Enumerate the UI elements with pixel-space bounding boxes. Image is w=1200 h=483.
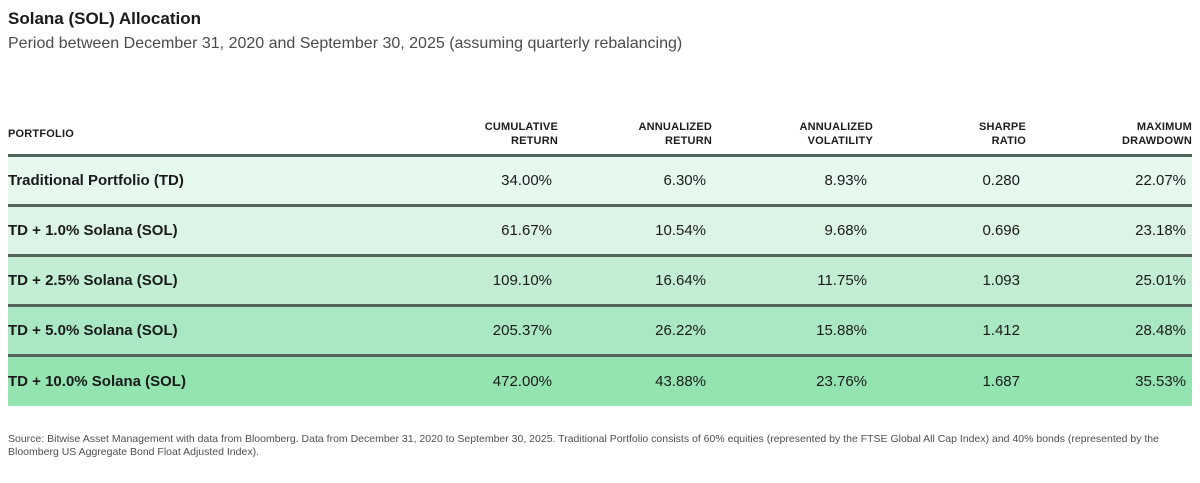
sharpe-ratio-cell: 0.280 [982,172,1020,189]
page-subtitle: Period between December 31, 2020 and Sep… [8,35,683,52]
annualized-volatility-cell: 8.93% [824,172,867,189]
table-header-row: PORTFOLIO CUMULATIVE RETURN ANNUALIZED R… [8,110,1192,156]
column-header-portfolio: PORTFOLIO [8,128,74,140]
annualized-volatility-cell: 11.75% [817,272,867,289]
portfolio-cell: TD + 5.0% Solana (SOL) [8,322,178,339]
page: Solana (SOL) Allocation Period between D… [8,9,1192,459]
table-header: PORTFOLIO CUMULATIVE RETURN ANNUALIZED R… [8,110,1192,156]
page-title: Solana (SOL) Allocation [8,9,201,28]
maximum-drawdown-cell: 23.18% [1135,222,1186,239]
cumulative-return-cell: 109.10% [492,272,552,289]
sharpe-ratio-cell: 1.093 [982,272,1020,289]
annualized-return-cell: 43.88% [655,372,706,390]
annualized-volatility-cell: 9.68% [824,222,867,239]
maximum-drawdown-cell: 35.53% [1135,372,1186,390]
sharpe-ratio-cell: 1.687 [982,372,1020,390]
table-row: TD + 5.0% Solana (SOL) 205.37% 26.22% 15… [8,305,1192,356]
table-row: Traditional Portfolio (TD) 34.00% 6.30% … [8,155,1192,206]
cumulative-return-cell: 34.00% [501,172,552,189]
column-header-cumulative-return: CUMULATIVE RETURN [484,121,558,147]
allocation-table: PORTFOLIO CUMULATIVE RETURN ANNUALIZED R… [8,110,1192,406]
annualized-return-cell: 26.22% [655,322,706,339]
table-row: TD + 1.0% Solana (SOL) 61.67% 10.54% 9.6… [8,205,1192,256]
maximum-drawdown-cell: 28.48% [1135,322,1186,339]
portfolio-cell: TD + 10.0% Solana (SOL) [8,372,186,390]
annualized-volatility-cell: 15.88% [816,322,867,339]
annualized-return-cell: 16.64% [655,272,706,289]
column-header-annualized-volatility: ANNUALIZED VOLATILITY [799,121,873,147]
table-body: Traditional Portfolio (TD) 34.00% 6.30% … [8,155,1192,406]
column-header-maximum-drawdown: MAXIMUM DRAWDOWN [1121,121,1192,147]
annualized-volatility-cell: 23.76% [816,372,867,390]
cumulative-return-cell: 472.00% [492,372,552,390]
table-row: TD + 10.0% Solana (SOL) 472.00% 43.88% 2… [8,355,1192,406]
portfolio-cell: TD + 1.0% Solana (SOL) [8,222,178,239]
maximum-drawdown-cell: 25.01% [1135,272,1186,289]
source-footnote: Source: Bitwise Asset Management with da… [8,432,1159,459]
annualized-return-cell: 10.54% [655,222,706,239]
annualized-return-cell: 6.30% [663,172,706,189]
portfolio-cell: TD + 2.5% Solana (SOL) [8,272,178,289]
column-header-annualized-return: ANNUALIZED RETURN [638,121,712,147]
portfolio-cell: Traditional Portfolio (TD) [8,172,184,189]
table-row: TD + 2.5% Solana (SOL) 109.10% 16.64% 11… [8,255,1192,306]
column-header-sharpe-ratio: SHARPE RATIO [978,121,1026,147]
sharpe-ratio-cell: 0.696 [982,222,1020,239]
sharpe-ratio-cell: 1.412 [982,322,1020,339]
maximum-drawdown-cell: 22.07% [1135,172,1186,189]
cumulative-return-cell: 205.37% [492,322,552,339]
cumulative-return-cell: 61.67% [501,222,552,239]
